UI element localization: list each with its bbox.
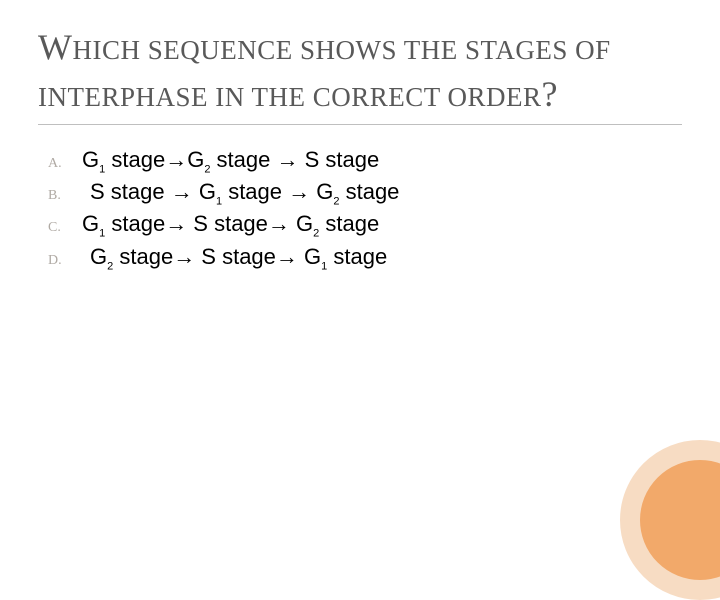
option-c-text: G1 stage→ S stage→ G2 stage (82, 211, 379, 239)
option-d-label: D. (48, 253, 82, 269)
option-a-text: G1 stage→G2 stage → S stage (82, 147, 379, 175)
decorative-circle (620, 440, 720, 600)
slide-container: WHICH SEQUENCE SHOWS THE STAGES OF INTER… (0, 0, 720, 540)
option-a: A. G1 stage→G2 stage → S stage (48, 147, 682, 175)
option-d-text: G2 stage→ S stage→ G1 stage (82, 244, 387, 272)
option-b-label: B. (48, 188, 82, 204)
title-initial-w: W (38, 27, 72, 67)
option-b: B. S stage → G1 stage → G2 stage (48, 179, 682, 207)
option-c: C. G1 stage→ S stage→ G2 stage (48, 211, 682, 239)
option-c-label: C. (48, 220, 82, 236)
question-title: WHICH SEQUENCE SHOWS THE STAGES OF INTER… (38, 24, 682, 118)
title-underline (38, 124, 682, 125)
title-line1: HICH SEQUENCE SHOWS THE STAGES OF (72, 35, 610, 65)
title-line2: INTERPHASE IN THE CORRECT ORDER (38, 82, 542, 112)
title-question-mark: ? (542, 74, 558, 114)
option-d: D. G2 stage→ S stage→ G1 stage (48, 244, 682, 272)
answer-options: A. G1 stage→G2 stage → S stage B. S stag… (38, 147, 682, 273)
option-a-label: A. (48, 156, 82, 172)
option-b-text: S stage → G1 stage → G2 stage (82, 179, 399, 207)
